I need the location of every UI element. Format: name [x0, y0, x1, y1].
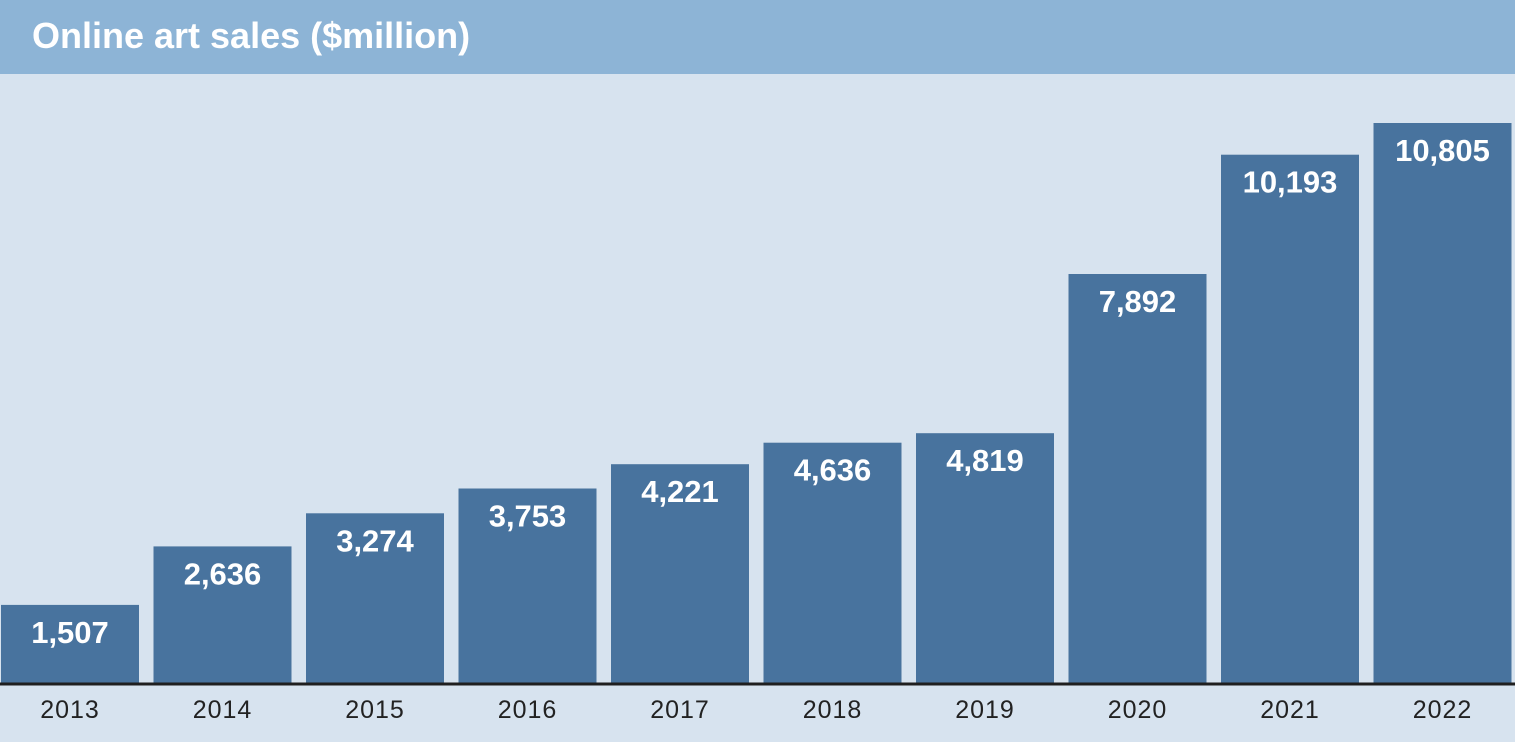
bar-2016	[458, 488, 597, 683]
bar-2019	[916, 433, 1054, 683]
x-tick-label-2013: 2013	[40, 696, 100, 724]
value-label-2020: 7,892	[1099, 284, 1177, 319]
bar-2021	[1221, 154, 1359, 683]
x-tick-label-2017: 2017	[650, 696, 710, 724]
x-tick-label-2018: 2018	[803, 696, 863, 724]
x-tick-label-2021: 2021	[1260, 696, 1320, 724]
bar-2018	[763, 442, 902, 683]
x-tick-label-2015: 2015	[345, 696, 405, 724]
x-tick-label-2022: 2022	[1413, 696, 1473, 724]
x-tick-label-2014: 2014	[193, 696, 253, 724]
x-tick-label-2020: 2020	[1108, 696, 1168, 724]
value-label-2017: 4,221	[641, 474, 719, 509]
chart-title: Online art sales ($million)	[32, 15, 471, 56]
bar-2017	[611, 464, 749, 683]
x-tick-label-2019: 2019	[955, 696, 1015, 724]
bar-2022	[1373, 123, 1512, 683]
value-label-2022: 10,805	[1395, 133, 1490, 168]
bar-2014	[153, 546, 292, 683]
bar-2013	[1, 604, 139, 683]
value-label-2014: 2,636	[184, 556, 262, 591]
value-label-2015: 3,274	[336, 523, 414, 558]
value-label-2019: 4,819	[946, 443, 1024, 478]
value-label-2021: 10,193	[1243, 165, 1338, 200]
value-label-2018: 4,636	[794, 453, 872, 488]
bar-2015	[306, 513, 444, 683]
title-bar: Online art sales ($million)	[0, 0, 1515, 74]
bar-2020	[1068, 274, 1207, 683]
x-tick-label-2016: 2016	[498, 696, 558, 724]
value-label-2013: 1,507	[31, 615, 109, 650]
value-label-2016: 3,753	[489, 499, 567, 534]
